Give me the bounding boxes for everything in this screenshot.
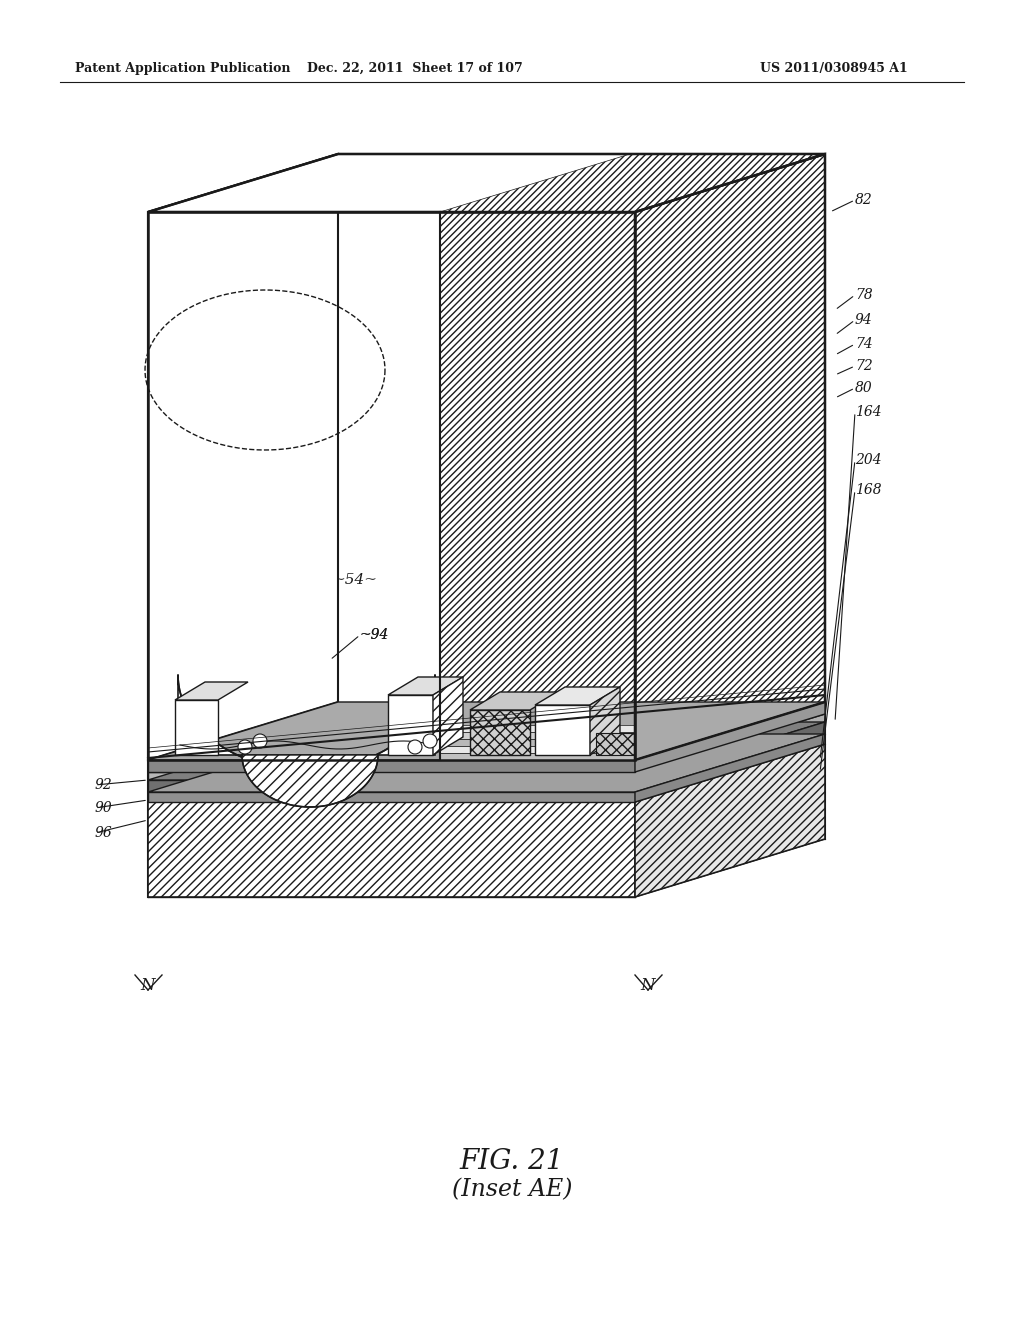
Text: FIG. 21: FIG. 21 bbox=[460, 1148, 564, 1175]
Text: 96: 96 bbox=[95, 826, 113, 840]
Polygon shape bbox=[535, 686, 620, 705]
Polygon shape bbox=[175, 700, 218, 755]
Text: ~54~: ~54~ bbox=[333, 573, 378, 587]
Polygon shape bbox=[440, 725, 635, 733]
Polygon shape bbox=[635, 154, 825, 760]
Text: N: N bbox=[140, 977, 156, 994]
Text: 168: 168 bbox=[855, 483, 882, 498]
Polygon shape bbox=[148, 760, 635, 772]
Polygon shape bbox=[470, 692, 560, 710]
Polygon shape bbox=[433, 677, 463, 755]
Polygon shape bbox=[388, 677, 463, 696]
Text: 164: 164 bbox=[855, 405, 882, 418]
Circle shape bbox=[423, 734, 437, 748]
Polygon shape bbox=[148, 792, 635, 803]
Polygon shape bbox=[635, 744, 825, 898]
Circle shape bbox=[253, 734, 267, 748]
Polygon shape bbox=[148, 702, 825, 760]
Polygon shape bbox=[596, 733, 635, 755]
Text: ~84~: ~84~ bbox=[148, 871, 189, 884]
Polygon shape bbox=[635, 714, 825, 780]
Polygon shape bbox=[148, 213, 635, 760]
Polygon shape bbox=[635, 702, 825, 772]
Polygon shape bbox=[148, 803, 635, 898]
Text: 122~: 122~ bbox=[290, 399, 329, 412]
Polygon shape bbox=[148, 154, 825, 213]
Text: ~94: ~94 bbox=[360, 628, 389, 642]
Polygon shape bbox=[148, 714, 825, 772]
Polygon shape bbox=[440, 746, 635, 752]
Polygon shape bbox=[440, 733, 635, 739]
Text: N: N bbox=[641, 977, 655, 994]
Polygon shape bbox=[148, 772, 635, 780]
Text: 94: 94 bbox=[855, 313, 872, 327]
Polygon shape bbox=[148, 734, 825, 792]
Text: 82: 82 bbox=[855, 193, 872, 207]
Text: (Inset AE): (Inset AE) bbox=[452, 1177, 572, 1201]
Text: US 2011/0308945 A1: US 2011/0308945 A1 bbox=[760, 62, 907, 75]
Text: Patent Application Publication: Patent Application Publication bbox=[75, 62, 291, 75]
Polygon shape bbox=[440, 752, 635, 760]
Polygon shape bbox=[535, 705, 590, 755]
Polygon shape bbox=[440, 213, 635, 760]
Polygon shape bbox=[440, 154, 825, 213]
Polygon shape bbox=[148, 722, 825, 780]
Text: 204: 204 bbox=[855, 453, 882, 467]
Text: 92: 92 bbox=[95, 777, 113, 792]
Text: 78: 78 bbox=[855, 288, 872, 302]
Circle shape bbox=[408, 741, 422, 754]
Polygon shape bbox=[590, 686, 620, 755]
Text: 74: 74 bbox=[855, 337, 872, 351]
Polygon shape bbox=[148, 744, 825, 803]
Text: 80: 80 bbox=[855, 381, 872, 395]
Polygon shape bbox=[175, 682, 248, 700]
Polygon shape bbox=[470, 710, 530, 755]
Text: ~94: ~94 bbox=[360, 628, 389, 642]
Circle shape bbox=[238, 741, 252, 754]
Text: 90: 90 bbox=[95, 801, 113, 814]
Polygon shape bbox=[635, 722, 825, 792]
Polygon shape bbox=[148, 154, 338, 760]
Polygon shape bbox=[440, 739, 635, 746]
Polygon shape bbox=[388, 696, 433, 755]
Text: Dec. 22, 2011  Sheet 17 of 107: Dec. 22, 2011 Sheet 17 of 107 bbox=[307, 62, 523, 75]
Polygon shape bbox=[148, 780, 635, 792]
Polygon shape bbox=[242, 755, 378, 807]
Polygon shape bbox=[178, 675, 435, 770]
Polygon shape bbox=[635, 734, 825, 803]
Text: 72: 72 bbox=[855, 359, 872, 374]
